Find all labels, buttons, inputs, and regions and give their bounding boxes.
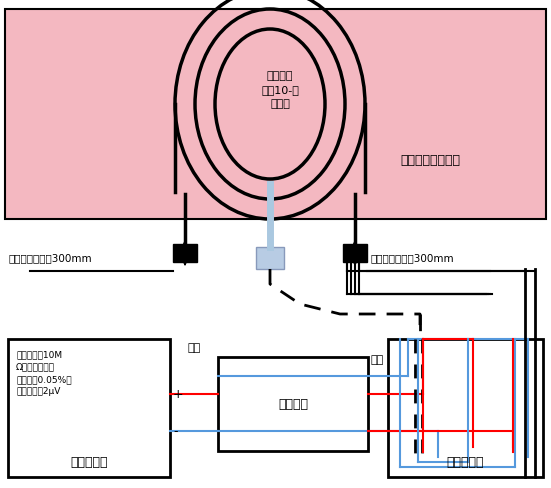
Text: 外露部分长度＜300mm: 外露部分长度＜300mm [370,252,453,263]
Text: 冰点恒温器: 冰点恒温器 [447,456,484,468]
Text: 导线: 导线 [370,354,383,364]
Text: 导线: 导线 [187,342,201,352]
FancyBboxPatch shape [218,357,368,451]
Text: 外露部分长度＜300mm: 外露部分长度＜300mm [8,252,91,263]
Text: 数字多用表: 数字多用表 [70,456,108,468]
FancyBboxPatch shape [256,247,284,269]
FancyBboxPatch shape [388,339,543,477]
FancyBboxPatch shape [343,244,367,263]
Text: -: - [173,425,177,438]
Text: 恒温箱或管式电炉: 恒温箱或管式电炉 [400,153,460,166]
Text: 二等标准
铂铑10-铂
热电偶: 二等标准 铂铑10-铂 热电偶 [261,71,299,109]
FancyBboxPatch shape [5,10,546,220]
Text: 转换开关: 转换开关 [278,398,308,411]
FancyBboxPatch shape [8,339,170,477]
FancyBboxPatch shape [173,244,197,263]
Text: +: + [173,387,183,401]
Text: 输入阻抗＞10M
Ω、最大允许误
差不超过0.05%、
分辨力应＜2μV: 输入阻抗＞10M Ω、最大允许误 差不超过0.05%、 分辨力应＜2μV [16,349,72,396]
